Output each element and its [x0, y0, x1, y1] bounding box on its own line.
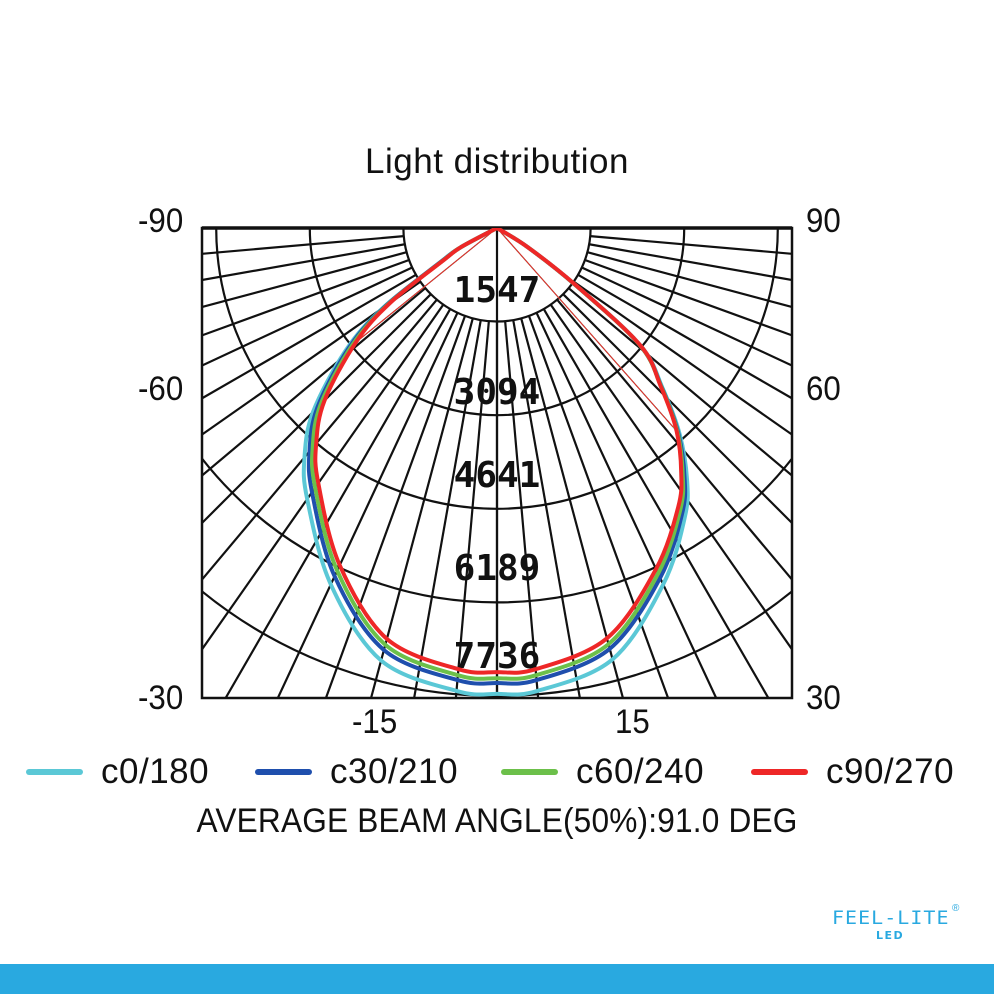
brand-logo: FEEL-LITE LED ® — [832, 903, 972, 950]
axis-label-left-mid: -60 — [138, 370, 184, 408]
chord-line — [496, 228, 674, 428]
legend-swatch-c60-icon — [501, 769, 558, 775]
curve-c90-270 — [313, 228, 684, 675]
logo-main-text: FEEL-LITE — [832, 907, 950, 929]
ring-label: 4641 — [454, 455, 541, 496]
legend: c0/180 c30/210 c60/240 c90/270 — [0, 752, 994, 796]
axis-label-left-top: -90 — [138, 202, 184, 240]
axis-label-right-top: 90 — [806, 202, 841, 240]
logo-sub-text: LED — [876, 929, 905, 942]
axis-label-bottom-left: -15 — [352, 703, 398, 741]
axis-label-right-bottom: 30 — [806, 679, 841, 717]
legend-item-c0: c0/180 — [26, 752, 209, 792]
polar-grid — [202, 228, 792, 698]
distribution-curves — [301, 228, 690, 697]
legend-swatch-c90-icon — [751, 769, 808, 775]
legend-label-c0: c0/180 — [101, 752, 210, 791]
legend-label-c90: c90/270 — [826, 752, 955, 791]
chart-title: Light distribution — [365, 142, 629, 181]
legend-swatch-c30-icon — [255, 769, 312, 775]
legend-swatch-c0-icon — [26, 769, 83, 775]
legend-label-c30: c30/210 — [330, 752, 459, 791]
registered-mark-icon: ® — [952, 903, 960, 914]
legend-item-c30: c30/210 — [255, 752, 458, 792]
axis-label-left-bottom: -30 — [138, 679, 184, 717]
ring-label: 6189 — [454, 548, 541, 589]
beam-angle-text: AVERAGE BEAM ANGLE(50%):91.0 DEG — [196, 802, 798, 840]
axis-label-right-mid: 60 — [806, 370, 841, 408]
legend-item-c90: c90/270 — [751, 752, 954, 792]
legend-label-c60: c60/240 — [576, 752, 705, 791]
footer-bar — [0, 964, 994, 994]
axis-label-bottom-right: 15 — [615, 703, 650, 741]
legend-item-c60: c60/240 — [501, 752, 704, 792]
ring-label: 3094 — [454, 372, 541, 413]
ring-label: 1547 — [454, 270, 541, 311]
chord-line — [358, 228, 498, 341]
